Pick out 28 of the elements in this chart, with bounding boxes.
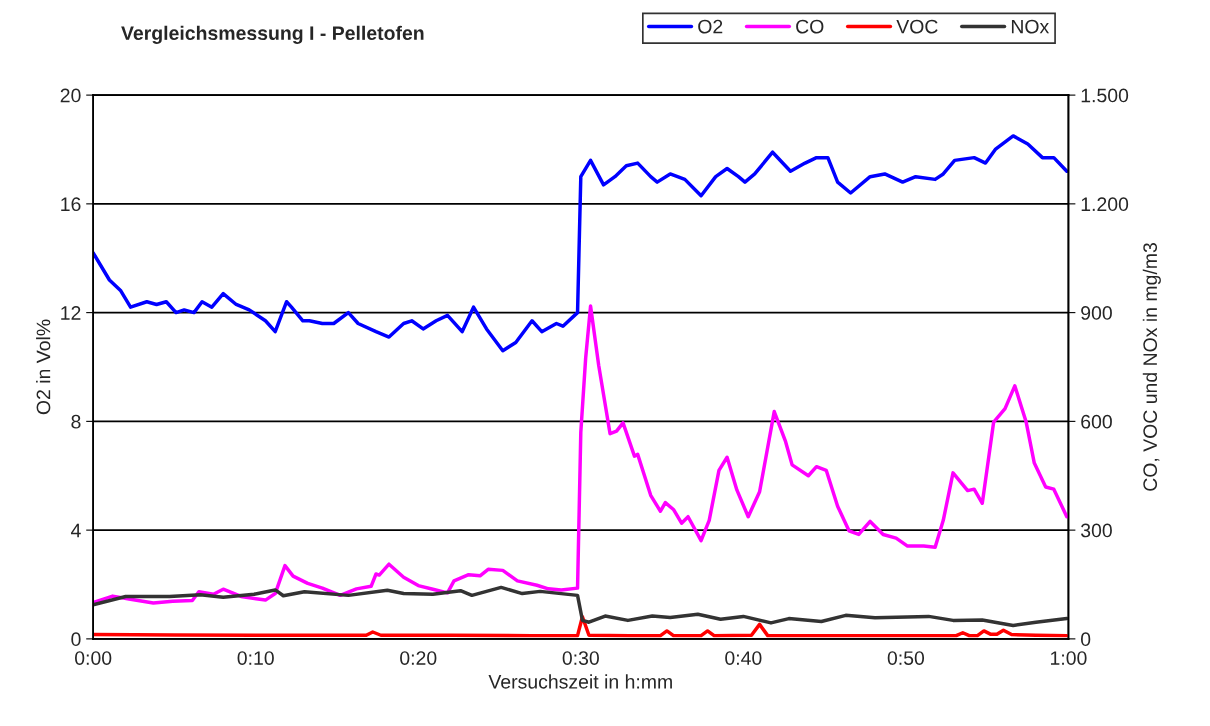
y-tick-label: 0 [71, 632, 81, 647]
x-tick-label: 0:20 [400, 651, 437, 665]
y-tick-label: 8 [71, 414, 81, 429]
x-axis-title: Versuchszeit in h:mm [488, 674, 672, 689]
legend-label: O2 [698, 19, 723, 34]
y-tick-label: 20 [60, 88, 81, 103]
x-tick-label: 0:00 [75, 651, 112, 665]
y-tick-label: 4 [71, 523, 81, 538]
y2-tick-label: 1.500 [1081, 88, 1129, 103]
x-tick-label: 0:30 [562, 651, 599, 665]
y-tick-label: 16 [61, 197, 81, 212]
legend-label: VOC [896, 19, 938, 34]
y2-tick-label: 1.200 [1081, 197, 1129, 212]
y-axis-title: O2 in Vol% [36, 319, 51, 415]
y2-tick-label: 0 [1081, 632, 1091, 647]
chart-title: Vergleichsmessung I - Pelletofen [121, 25, 424, 44]
y-tick-label: 12 [61, 306, 81, 320]
legend-label: NOx [1011, 19, 1050, 34]
x-tick-label: 1:00 [1050, 651, 1087, 665]
x-tick-label: 0:10 [237, 651, 274, 665]
y2-tick-label: 600 [1081, 414, 1112, 429]
line-series [93, 585, 1069, 628]
x-tick-label: 0:40 [725, 651, 762, 665]
legend-label: CO [796, 19, 824, 34]
y2-tick-label: 900 [1081, 306, 1112, 320]
y2-axis-title: CO, VOC und NOx in mg/m3 [1142, 243, 1161, 491]
y2-tick-label: 300 [1080, 523, 1112, 538]
x-tick-label: 0:50 [887, 651, 925, 665]
